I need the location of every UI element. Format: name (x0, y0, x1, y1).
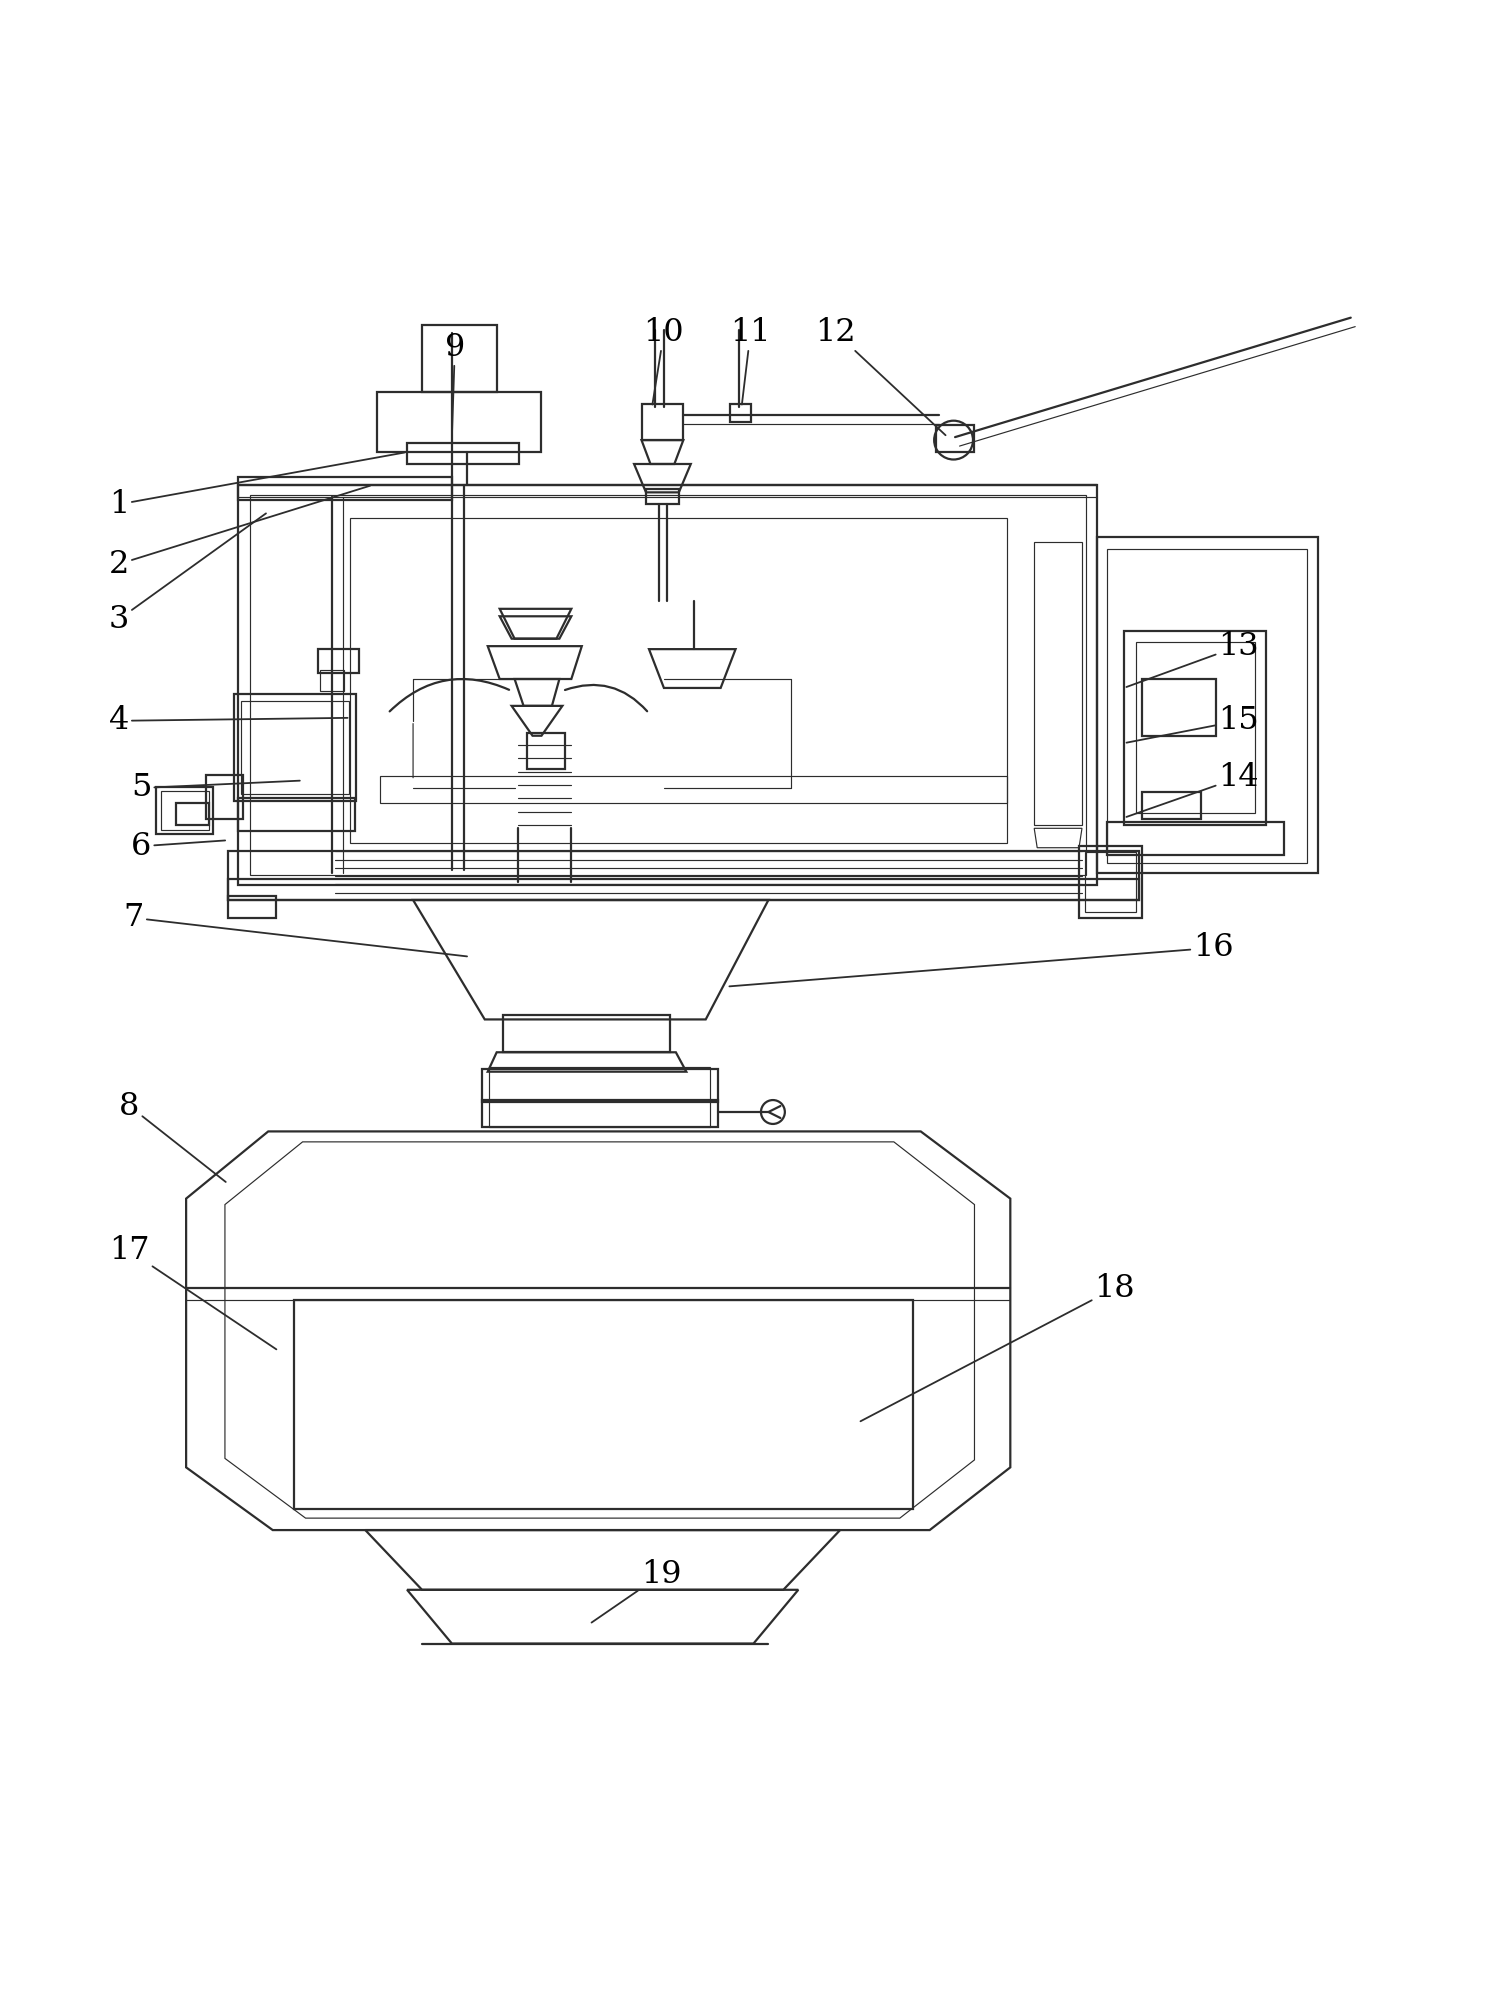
Text: 5: 5 (131, 773, 300, 804)
Bar (936, 426, 975, 452)
Text: 16: 16 (729, 932, 1234, 986)
Bar (321, 671, 345, 691)
Text: 17: 17 (109, 1236, 276, 1350)
Bar (1108, 548, 1308, 862)
Bar (642, 404, 683, 440)
Bar (161, 792, 208, 830)
Bar (482, 1101, 717, 1127)
Text: 10: 10 (643, 317, 684, 404)
Text: 14: 14 (1126, 761, 1258, 818)
Text: 1: 1 (109, 452, 404, 520)
Bar (1079, 846, 1142, 918)
Bar (350, 518, 1007, 844)
Bar (228, 880, 1139, 900)
Text: 9: 9 (445, 331, 466, 434)
Bar (380, 775, 1007, 804)
Text: 4: 4 (109, 705, 348, 737)
Text: 19: 19 (592, 1559, 681, 1623)
Bar (238, 484, 1097, 886)
Text: 11: 11 (731, 317, 770, 404)
Bar (228, 850, 1139, 900)
Text: 7: 7 (124, 902, 467, 956)
Bar (176, 804, 208, 826)
Bar (407, 444, 518, 464)
Bar (250, 496, 1087, 874)
Bar (526, 733, 565, 769)
Bar (1142, 792, 1201, 820)
Text: 12: 12 (815, 317, 945, 436)
Text: 15: 15 (1127, 705, 1260, 743)
Text: 18: 18 (860, 1272, 1135, 1420)
Text: 6: 6 (131, 832, 225, 862)
Bar (490, 1067, 710, 1127)
Bar (294, 1300, 913, 1509)
Text: 3: 3 (109, 514, 267, 635)
Bar (1136, 641, 1255, 814)
Bar (1097, 536, 1319, 874)
Bar (241, 701, 348, 794)
Bar (1108, 822, 1284, 856)
Bar (238, 798, 354, 832)
Bar (238, 478, 452, 500)
Bar (377, 392, 541, 452)
Bar (503, 1015, 671, 1053)
Text: 8: 8 (119, 1091, 226, 1181)
Text: 13: 13 (1126, 631, 1258, 687)
Bar (157, 786, 212, 834)
Bar (318, 649, 359, 673)
Bar (1142, 679, 1216, 735)
Text: 2: 2 (109, 486, 371, 579)
Bar (234, 693, 356, 802)
Bar (482, 1069, 717, 1101)
Bar (228, 896, 276, 918)
Bar (205, 775, 243, 820)
Bar (1085, 852, 1136, 912)
Bar (1034, 542, 1082, 826)
Bar (1124, 631, 1266, 826)
Bar (647, 490, 678, 504)
Bar (422, 325, 497, 392)
Bar (729, 404, 750, 422)
